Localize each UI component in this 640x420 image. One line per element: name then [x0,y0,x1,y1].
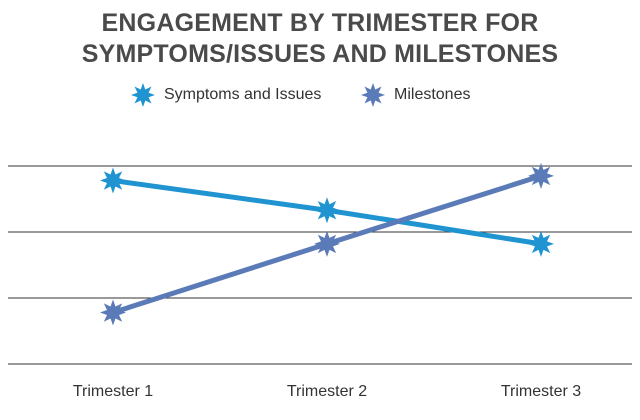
star-marker-icon [131,83,155,107]
star-marker-icon [361,83,385,107]
x-tick-label: Trimester 3 [501,383,581,400]
data-point-milestones-3 [528,162,554,189]
data-point-symptoms-and-issues-2 [314,197,340,224]
data-point-symptoms-and-issues-1 [100,167,126,194]
legend-item-milestones: Milestones [360,80,470,110]
legend-label-symptoms: Symptoms and Issues [164,86,322,103]
data-point-milestones-2 [314,230,340,257]
legend-label-milestones: Milestones [394,86,471,103]
chart-title-line-1: ENGAGEMENT BY TRIMESTER FOR [101,9,539,37]
legend: Symptoms and Issues Milestones [0,80,640,110]
data-point-milestones-1 [100,299,126,326]
chart-title: ENGAGEMENT BY TRIMESTER FOR SYMPTOMS/ISS… [0,8,640,70]
x-tick-label: Trimester 1 [73,383,153,400]
legend-item-symptoms: Symptoms and Issues [130,80,321,110]
data-point-symptoms-and-issues-3 [528,230,554,257]
x-tick-label: Trimester 2 [287,383,367,400]
chart-title-line-2: SYMPTOMS/ISSUES AND MILESTONES [81,40,559,68]
